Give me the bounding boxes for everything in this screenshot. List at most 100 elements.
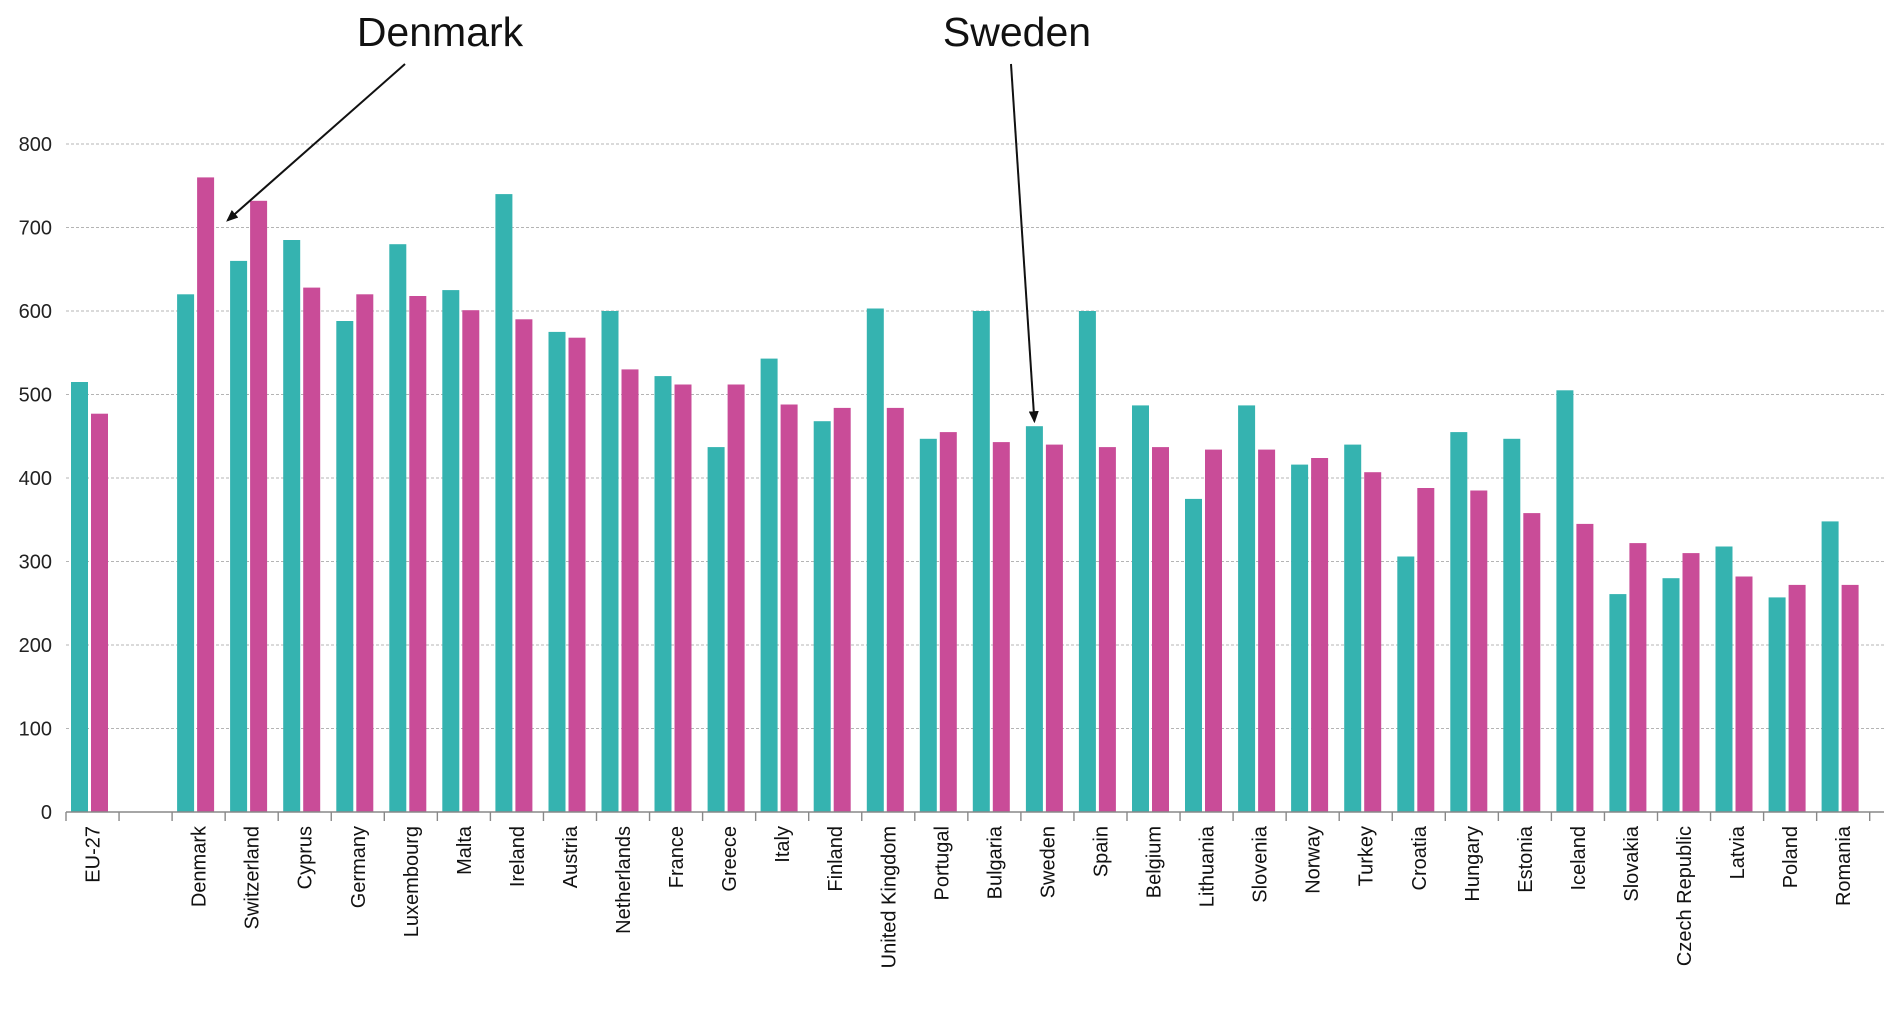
y-tick-label: 800 bbox=[19, 134, 52, 156]
y-tick-label: 400 bbox=[19, 468, 52, 490]
x-tick-label: Slovenia bbox=[1250, 825, 1272, 903]
bar-portugal-s2 bbox=[939, 432, 957, 812]
bar-finland-s1 bbox=[813, 421, 831, 812]
bar-austria-s1 bbox=[548, 331, 566, 812]
x-tick-label: Ireland bbox=[507, 826, 529, 887]
x-tick-label: Bulgaria bbox=[984, 825, 1006, 899]
bar-austria-s2 bbox=[568, 337, 586, 812]
bar-luxembourg-s1 bbox=[389, 244, 407, 812]
bar-belgium-s1 bbox=[1132, 405, 1149, 812]
x-tick-label: Slovakia bbox=[1621, 825, 1643, 901]
y-axis: 0 100 200 300 400 500 600 700 800 bbox=[19, 134, 52, 824]
bar-cyprus-s1 bbox=[283, 240, 301, 812]
y-tick-label: 500 bbox=[19, 385, 52, 407]
bar-bulgaria-s2 bbox=[992, 442, 1010, 812]
bar-italy-s1 bbox=[760, 358, 778, 812]
bar-france-s1 bbox=[654, 376, 672, 812]
x-tick-label: Croatia bbox=[1409, 825, 1431, 890]
bar-croatia-s1 bbox=[1397, 556, 1415, 812]
bar-portugal-s1 bbox=[919, 438, 937, 812]
bar-denmark-s2 bbox=[197, 177, 215, 812]
bar-estonia-s2 bbox=[1523, 513, 1541, 812]
bar-latvia-s1 bbox=[1715, 546, 1733, 812]
bar-turkey-s2 bbox=[1364, 472, 1382, 812]
bar-united-kingdom-s1 bbox=[866, 308, 884, 812]
x-tick-label: Latvia bbox=[1727, 825, 1749, 879]
y-tick-label: 600 bbox=[19, 301, 52, 323]
x-tick-label: Lithuania bbox=[1197, 825, 1219, 907]
bars bbox=[71, 177, 1859, 813]
bar-romania-s1 bbox=[1821, 521, 1839, 812]
bar-eu-27-s1 bbox=[71, 382, 88, 812]
y-tick-label: 100 bbox=[19, 719, 52, 741]
bar-poland-s2 bbox=[1788, 584, 1806, 812]
x-tick-label: Denmark bbox=[189, 825, 211, 907]
bar-switzerland-s2 bbox=[250, 200, 268, 813]
x-axis bbox=[65, 811, 1884, 821]
bar-spain-s1 bbox=[1078, 311, 1096, 812]
x-tick-label: Iceland bbox=[1568, 826, 1590, 891]
annotation-label: Sweden bbox=[943, 9, 1091, 55]
bar-turkey-s1 bbox=[1344, 444, 1362, 812]
bar-malta-s1 bbox=[442, 290, 460, 813]
x-tick-label: Austria bbox=[560, 825, 582, 888]
x-tick-label: Romania bbox=[1833, 825, 1855, 906]
bar-switzerland-s1 bbox=[230, 260, 248, 812]
bar-denmark-s1 bbox=[177, 294, 195, 812]
x-tick-label: Hungary bbox=[1462, 826, 1484, 902]
x-tick-label: Belgium bbox=[1144, 826, 1166, 898]
bar-lithuania-s2 bbox=[1205, 449, 1222, 812]
bar-france-s2 bbox=[674, 384, 692, 812]
bar-bulgaria-s1 bbox=[972, 311, 990, 812]
bar-iceland-s1 bbox=[1556, 390, 1574, 812]
x-tick-label: Portugal bbox=[931, 826, 953, 901]
x-tick-label: Greece bbox=[719, 826, 741, 892]
x-tick-label: Netherlands bbox=[613, 826, 635, 934]
y-tick-label: 300 bbox=[19, 552, 52, 574]
bar-sweden-s1 bbox=[1025, 426, 1043, 812]
bar-united-kingdom-s2 bbox=[886, 407, 904, 812]
bar-czech-republic-s1 bbox=[1662, 578, 1680, 812]
bar-lithuania-s1 bbox=[1185, 498, 1202, 812]
x-tick-label: Poland bbox=[1780, 826, 1802, 888]
x-tick-label: Luxembourg bbox=[401, 826, 423, 937]
x-tick-label: Spain bbox=[1091, 826, 1113, 877]
annotation-arrow bbox=[1010, 63, 1039, 424]
x-tick-label: United Kingdom bbox=[878, 826, 900, 968]
bar-poland-s1 bbox=[1768, 597, 1786, 812]
y-tick-label: 200 bbox=[19, 635, 52, 657]
bar-slovenia-s1 bbox=[1238, 405, 1256, 812]
x-tick-label: EU-27 bbox=[83, 826, 105, 883]
bar-ireland-s2 bbox=[515, 319, 533, 812]
bar-luxembourg-s2 bbox=[409, 296, 427, 812]
bar-latvia-s2 bbox=[1735, 576, 1753, 812]
bar-romania-s2 bbox=[1841, 584, 1859, 812]
x-tick-label: Cyprus bbox=[295, 826, 317, 889]
bar-norway-s2 bbox=[1311, 458, 1329, 812]
bar-slovakia-s1 bbox=[1609, 594, 1627, 812]
x-tick-label: Switzerland bbox=[242, 826, 264, 929]
x-tick-label: Czech Republic bbox=[1674, 826, 1696, 966]
bar-netherlands-s1 bbox=[601, 311, 619, 812]
bar-netherlands-s2 bbox=[621, 369, 639, 812]
x-tick-label: Estonia bbox=[1515, 825, 1537, 893]
bar-hungary-s2 bbox=[1470, 490, 1488, 812]
annotations: Denmark Sweden bbox=[226, 9, 1091, 424]
bar-belgium-s2 bbox=[1152, 447, 1169, 812]
bar-czech-republic-s2 bbox=[1682, 553, 1700, 812]
bar-finland-s2 bbox=[833, 407, 851, 812]
x-tick-label: Finland bbox=[825, 826, 847, 892]
bar-sweden-s2 bbox=[1045, 444, 1063, 812]
bar-spain-s2 bbox=[1098, 447, 1116, 812]
bar-germany-s1 bbox=[336, 321, 354, 812]
bar-croatia-s2 bbox=[1417, 488, 1435, 812]
bar-cyprus-s2 bbox=[303, 287, 321, 813]
x-tick-label: Italy bbox=[772, 826, 794, 863]
annotation-arrow bbox=[226, 63, 406, 222]
x-tick-label: Turkey bbox=[1356, 826, 1378, 886]
x-tick-label: France bbox=[666, 826, 688, 888]
bar-hungary-s1 bbox=[1450, 432, 1468, 812]
bar-germany-s2 bbox=[356, 294, 374, 812]
